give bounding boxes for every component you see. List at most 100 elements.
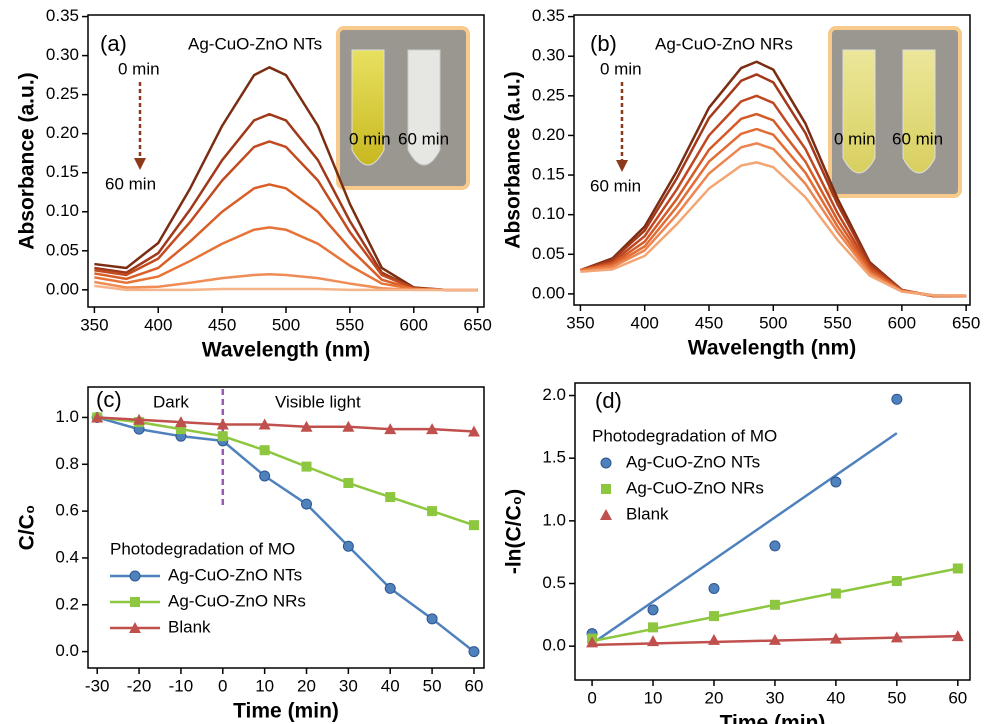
y-tick-label: 0.05 <box>532 244 565 263</box>
plot-frame <box>87 386 485 669</box>
x-tick-label: 20 <box>297 676 316 695</box>
x-axis-title: Wavelength (nm) <box>202 339 370 362</box>
x-tick-label: -30 <box>85 676 110 695</box>
legend-label: Ag-CuO-ZnO NTs <box>168 565 302 584</box>
y-tick-label: 0.25 <box>532 85 565 104</box>
x-tick-label: 550 <box>823 313 851 332</box>
annotation: (c) <box>96 387 122 412</box>
marker <box>647 635 660 647</box>
marker <box>427 506 438 517</box>
inset-photo-b <box>828 26 962 198</box>
plot-frame <box>574 382 971 681</box>
x-tick-label: 650 <box>463 315 491 334</box>
y-tick-label: 0.10 <box>46 201 79 220</box>
y-tick-label: 0.25 <box>46 84 79 103</box>
marker <box>708 583 720 595</box>
x-axis-title: Time (min) <box>720 712 826 724</box>
annotation: Visible light <box>275 392 361 411</box>
marker <box>301 498 313 510</box>
y-axis-title: C/C₀ <box>16 505 39 551</box>
marker <box>385 492 396 503</box>
x-tick-label: 30 <box>339 676 358 695</box>
x-tick-label: 0 <box>218 676 227 695</box>
legend-marker <box>129 570 141 582</box>
marker <box>217 431 228 442</box>
marker <box>467 425 480 437</box>
series-line <box>96 416 475 653</box>
y-tick-label: 0.15 <box>46 162 79 181</box>
marker <box>891 393 903 405</box>
x-tick-label: 450 <box>695 313 723 332</box>
time-arrow-a <box>134 82 146 170</box>
series-line <box>580 161 967 297</box>
legend-marker <box>600 509 612 520</box>
series-line <box>97 416 475 527</box>
marker <box>384 423 397 435</box>
annotation: 0 min <box>349 129 391 148</box>
x-tick-label: 500 <box>759 313 787 332</box>
marker <box>830 476 842 488</box>
x-tick-label: 0 <box>587 688 596 707</box>
annotation: 60 min <box>105 174 156 193</box>
x-axis-title: Wavelength (nm) <box>688 337 856 360</box>
legend-label: Blank <box>168 617 211 636</box>
x-tick-label: 600 <box>888 313 916 332</box>
x-tick-label: 400 <box>144 315 172 334</box>
marker <box>468 646 480 658</box>
inset-photo-a <box>336 26 470 190</box>
marker <box>342 420 355 432</box>
legend-marker <box>129 622 141 633</box>
x-tick-label: 350 <box>80 315 108 334</box>
series-line <box>94 226 478 292</box>
y-tick-label: 0.30 <box>532 46 565 65</box>
marker <box>952 563 963 574</box>
marker <box>586 636 599 648</box>
annotation: 60 min <box>590 176 641 195</box>
y-tick-label: 0.35 <box>46 6 79 25</box>
y-tick-label: 0.30 <box>46 45 79 64</box>
x-tick-label: 30 <box>765 688 784 707</box>
series-line <box>94 66 478 292</box>
legend-marker <box>601 484 611 494</box>
x-tick-label: 450 <box>208 315 236 334</box>
marker <box>258 418 271 430</box>
fit-line <box>591 432 898 645</box>
y-tick-label: 0.00 <box>532 283 565 302</box>
annotation: Ag-CuO-ZnO NRs <box>655 34 793 53</box>
annotation: (a) <box>100 31 127 56</box>
marker <box>830 588 841 599</box>
annotation: (b) <box>590 31 617 56</box>
marker <box>426 423 439 435</box>
x-tick-label: 40 <box>826 688 845 707</box>
x-tick-label: 600 <box>400 315 428 334</box>
y-tick-label: 0.20 <box>46 123 79 142</box>
marker <box>426 613 438 625</box>
annotation: Ag-CuO-ZnO NTs <box>188 34 322 53</box>
y-tick-label: 1.5 <box>542 448 566 467</box>
annotation: 60 min <box>398 129 449 148</box>
marker <box>91 411 104 423</box>
marker <box>174 416 187 428</box>
x-tick-label: 400 <box>631 313 659 332</box>
y-tick-label: 0.20 <box>532 125 565 144</box>
marker <box>951 630 964 642</box>
marker <box>343 478 354 489</box>
y-tick-label: 0.8 <box>55 454 79 473</box>
annotation: 0 min <box>834 129 876 148</box>
x-axis-title: Time (min) <box>233 700 339 723</box>
marker <box>708 611 719 622</box>
y-tick-label: 0.10 <box>532 204 565 223</box>
marker <box>175 424 186 435</box>
marker <box>890 631 903 643</box>
x-tick-label: 60 <box>948 688 967 707</box>
legend-label: Ag-CuO-ZnO NTs <box>626 452 760 471</box>
x-tick-label: 350 <box>566 313 594 332</box>
y-tick-label: 0.35 <box>532 6 565 25</box>
marker <box>769 540 781 552</box>
x-tick-label: 10 <box>644 688 663 707</box>
y-tick-label: 1.0 <box>542 510 566 529</box>
marker <box>829 632 842 644</box>
x-tick-label: 50 <box>423 676 442 695</box>
x-tick-label: 10 <box>255 676 274 695</box>
